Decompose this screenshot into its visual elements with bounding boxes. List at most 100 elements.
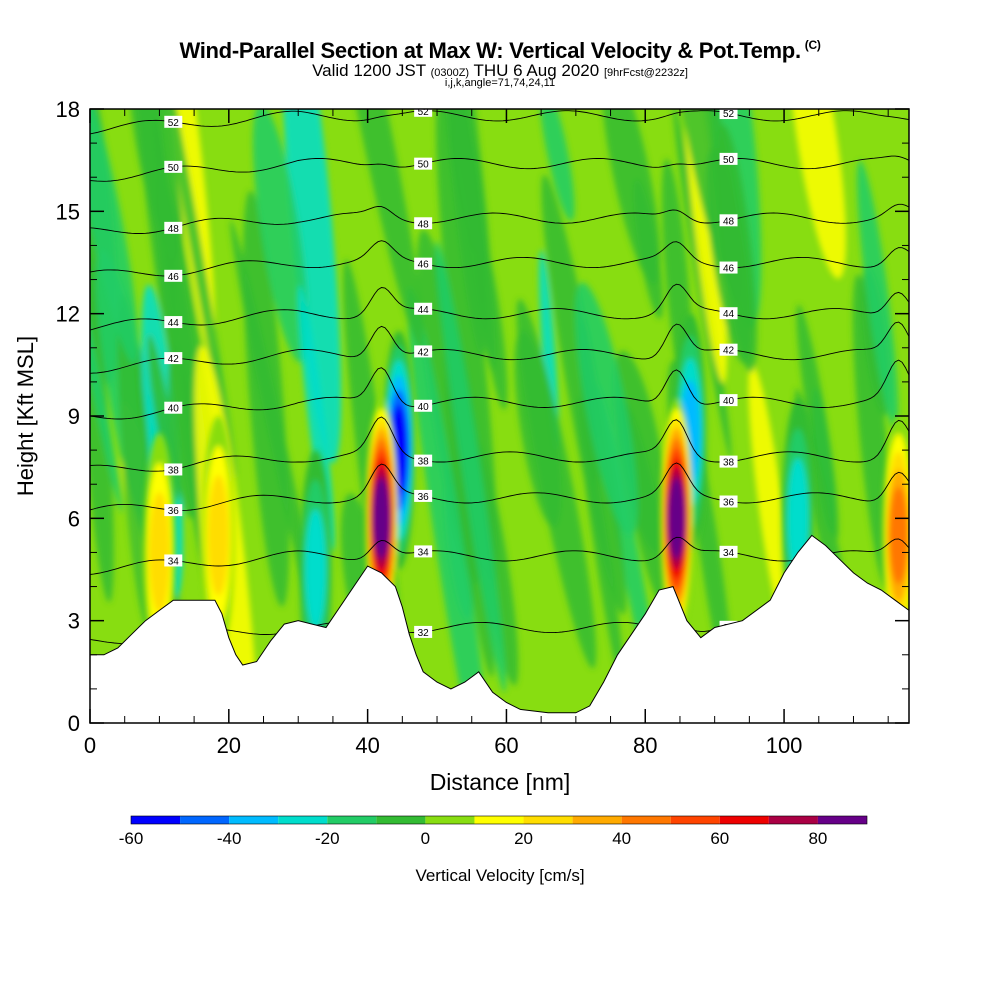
contour-label-text: 46 [168,272,180,283]
velocity-field [90,109,909,723]
contour-label-text: 38 [168,465,180,476]
contour-label-box [719,109,738,120]
updraft-core-layer [207,475,229,596]
theta-contour-label: 40 [164,401,183,415]
theta-contour-line [90,321,909,374]
contour-label-box [164,352,183,365]
contour-label-box [414,302,433,315]
contour-label-box [164,221,183,234]
theta-contour-label: 44 [719,307,738,320]
contour-label-text: 46 [418,260,430,271]
contour-label-text: 42 [418,347,430,358]
contour-label-box [719,307,738,320]
contour-label-text: 36 [723,498,735,509]
chart-subtitle: Valid 1200 JST (0300Z) THU 6 Aug 2020 [9… [0,61,1000,81]
colorbar-swatch [768,816,818,824]
contour-label-box [164,269,183,282]
y-tick-label: 18 [56,97,80,122]
contour-label-box [719,152,738,165]
contour-label-text: 48 [168,224,180,235]
theta-contour-label: 46 [164,269,183,283]
theta-contour-label: 50 [164,160,183,174]
x-tick-label: 100 [766,733,803,758]
field-streak [324,109,424,350]
contour-label-box [414,399,433,412]
contour-label-box [719,214,738,227]
x-tick-label: 80 [633,733,657,758]
updraft-core-layer [889,486,908,584]
contour-label-box [414,454,433,467]
contour-label-text: 50 [418,160,430,171]
contour-label-box [414,345,433,358]
colorbar-tick-label: 20 [514,829,533,848]
field-streak [633,178,664,319]
terrain [89,534,910,724]
theta-contour-line [90,155,909,182]
theta-contour-label: 48 [414,217,433,230]
field-streak [852,274,892,589]
theta-contour-label: 48 [719,214,738,227]
field-streak [856,160,899,431]
colorbar-tick-label: -60 [119,829,144,848]
x-tick-label: 0 [84,733,96,758]
theta-contour-label: 40 [719,394,738,407]
contour-label-text: 34 [418,547,430,558]
updraft-core-layer [667,477,686,559]
field-streak [575,282,638,537]
colorbar: -60 -40 -20 0 20 40 60 80 [119,815,868,848]
contour-label-box [414,489,433,502]
colorbar-tick-label: 40 [612,829,631,848]
contour-label-text: 40 [723,396,735,407]
y-tick-label: 12 [56,302,80,327]
contour-label-box [164,316,183,329]
colorbar-swatch [131,816,181,824]
contour-label-text: 36 [418,492,430,503]
colorbar-frame [130,815,868,825]
theta-contour-label: 40 [414,399,433,413]
theta-contours: 3232323434343636363838384040404242424444… [90,109,909,645]
field-streak [705,147,752,364]
colorbar-tick-label: 80 [808,829,827,848]
contour-label-text: 52 [168,118,180,129]
field-cores [143,313,909,689]
contour-label-box [164,504,183,517]
contour-label-text: 44 [418,305,430,316]
contour-label-box [414,157,433,170]
field-streak [167,341,197,519]
theta-contour-label: 36 [164,504,183,517]
contour-label-text: 42 [168,354,180,365]
theta-contour-label: 38 [164,463,183,476]
contour-label-box [719,394,738,407]
x-tick-label: 20 [217,733,241,758]
theta-contour-line [90,416,909,472]
contour-label-box [719,455,738,468]
colorbar-tick-label: -40 [217,829,242,848]
terrain-profile [89,534,910,724]
colorbar-swatch [621,816,671,824]
forecast-info: [9hrFcst@2232z] [603,67,688,79]
colorbar-tick-label: -20 [315,829,340,848]
theta-contour-label: 52 [719,109,738,120]
utc-time: (0300Z) [430,67,470,79]
theta-contour-label: 46 [719,261,738,275]
copyright-mark: (C) [804,38,821,52]
contour-label-box [414,545,433,558]
y-tick-label: 6 [68,506,80,531]
colorbar-swatch [670,816,720,824]
theta-contour-label: 34 [719,545,738,559]
contour-label-box [164,554,183,567]
theta-contour-label: 32 [414,625,433,639]
contour-label-text: 44 [168,318,180,329]
contour-label-text: 38 [418,457,430,468]
contour-label-text: 44 [723,309,735,320]
theta-contour-label: 50 [719,152,738,166]
y-tick-label: 0 [68,711,80,736]
chart-title: Wind-Parallel Section at Max W: Vertical… [179,38,821,63]
theta-contour-label: 42 [164,352,183,365]
theta-contour-label: 48 [164,221,183,235]
contour-label-box [414,625,433,638]
contour-label-box [719,343,738,356]
